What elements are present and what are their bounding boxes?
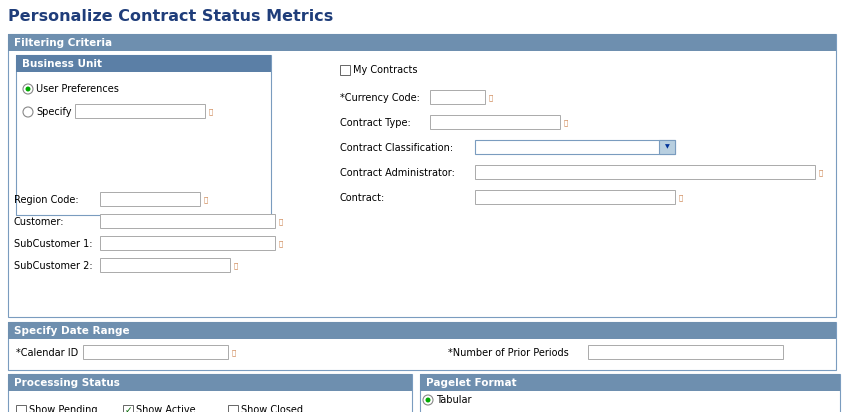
Text: Contract:: Contract: <box>340 193 385 203</box>
Circle shape <box>423 395 433 405</box>
Text: Pagelet Format: Pagelet Format <box>426 377 517 388</box>
Text: Customer:: Customer: <box>14 217 64 227</box>
Bar <box>8 374 412 412</box>
Text: Contract Classification:: Contract Classification: <box>340 143 453 153</box>
Text: 🔍: 🔍 <box>819 170 823 176</box>
Text: 🔍: 🔍 <box>679 195 684 201</box>
Bar <box>420 374 840 391</box>
Text: *Currency Code:: *Currency Code: <box>340 93 419 103</box>
Text: Show Closed: Show Closed <box>241 405 303 412</box>
Bar <box>588 345 783 359</box>
Text: 🔍: 🔍 <box>209 109 214 115</box>
Bar <box>100 258 230 272</box>
Circle shape <box>25 87 30 91</box>
Text: *Calendar ID: *Calendar ID <box>16 348 78 358</box>
Text: User Preferences: User Preferences <box>36 84 119 94</box>
Text: *Number of Prior Periods: *Number of Prior Periods <box>448 348 569 358</box>
Bar <box>8 374 412 391</box>
Text: Show Active: Show Active <box>136 405 196 412</box>
Bar <box>475 140 675 154</box>
Text: My Contracts: My Contracts <box>353 65 418 75</box>
Text: Region Code:: Region Code: <box>14 195 78 205</box>
Text: Specify: Specify <box>36 107 72 117</box>
Text: Processing Status: Processing Status <box>14 377 120 388</box>
Circle shape <box>23 84 33 94</box>
Text: Contract Type:: Contract Type: <box>340 118 411 128</box>
Bar <box>430 115 560 129</box>
Bar <box>16 405 26 412</box>
Bar <box>659 140 675 154</box>
Text: 🔍: 🔍 <box>234 263 238 269</box>
Text: Show Pending: Show Pending <box>29 405 98 412</box>
Bar <box>420 374 840 412</box>
Bar <box>8 322 836 370</box>
Bar <box>83 345 228 359</box>
Bar <box>75 104 205 118</box>
Text: Tabular: Tabular <box>436 395 472 405</box>
Text: ▼: ▼ <box>664 145 669 150</box>
Text: 🔍: 🔍 <box>564 120 568 126</box>
Text: Personalize Contract Status Metrics: Personalize Contract Status Metrics <box>8 9 333 23</box>
Bar <box>340 65 350 75</box>
Text: ✓: ✓ <box>124 405 132 412</box>
Text: 🔍: 🔍 <box>279 241 284 247</box>
Text: Specify Date Range: Specify Date Range <box>14 325 130 335</box>
Bar <box>16 55 271 72</box>
Bar <box>475 190 675 204</box>
Text: 🔍: 🔍 <box>489 95 493 101</box>
Text: 🔍: 🔍 <box>232 350 236 356</box>
Bar <box>228 405 238 412</box>
Circle shape <box>425 398 430 403</box>
Bar <box>123 405 133 412</box>
Text: Filtering Criteria: Filtering Criteria <box>14 37 112 47</box>
Text: Business Unit: Business Unit <box>22 59 102 68</box>
Bar <box>100 236 275 250</box>
Bar <box>100 214 275 228</box>
Bar <box>8 34 836 51</box>
Text: SubCustomer 1:: SubCustomer 1: <box>14 239 93 249</box>
Bar <box>430 90 485 104</box>
Bar <box>8 322 836 339</box>
Text: Contract Administrator:: Contract Administrator: <box>340 168 455 178</box>
Bar <box>100 192 200 206</box>
Bar <box>16 55 271 215</box>
Circle shape <box>23 107 33 117</box>
Text: 🔍: 🔍 <box>279 219 284 225</box>
Text: SubCustomer 2:: SubCustomer 2: <box>14 261 93 271</box>
Bar <box>8 34 836 317</box>
Text: 🔍: 🔍 <box>204 197 208 203</box>
Bar <box>475 165 815 179</box>
